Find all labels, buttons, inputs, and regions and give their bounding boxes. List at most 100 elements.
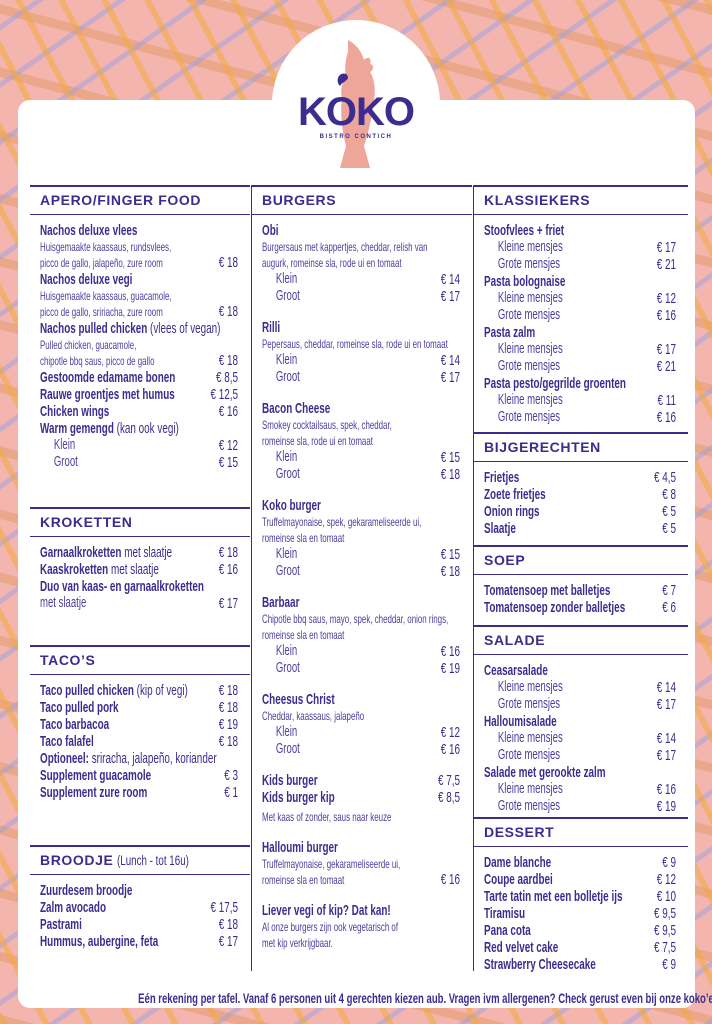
section-items: Ceasarsalade Kleine mensjes € 14 Grote mens… xyxy=(474,655,688,815)
size-label: Groot xyxy=(275,741,300,757)
item-note: met slaatje xyxy=(110,561,159,578)
item-name-group: Garnaalkroketten met slaatje xyxy=(40,544,172,561)
section-title: SALADE xyxy=(474,627,688,654)
item-size-option: Kleine mensjes € 17 xyxy=(484,341,676,358)
item-description-text: Cheddar, kaassaus, jalapeño xyxy=(262,709,365,723)
item-description: met kip verkrijgbaar. xyxy=(262,935,460,951)
size-price: € 14 xyxy=(440,352,460,369)
item-name: Liever vegi of kip? Dat kan! xyxy=(262,902,391,919)
menu-item: Taco pulled chicken (kip of vegi) € 18 xyxy=(40,682,238,699)
item-description-text: Al onze burgers zijn ook vegetarisch of xyxy=(262,920,399,934)
section-title-text: KLASSIEKERS xyxy=(484,191,591,208)
section-title-note: (Lunch - tot 16u) xyxy=(117,851,190,868)
item-price: € 18 xyxy=(218,254,239,271)
item-price: € 6 xyxy=(662,599,676,616)
menu-item: Pastrami € 18 xyxy=(40,916,238,933)
item-name: Hummus, aubergine, feta xyxy=(40,933,159,950)
size-label: Kleine mensjes xyxy=(497,679,563,695)
item-name: Chicken wings xyxy=(40,403,110,420)
item-price: € 18 xyxy=(218,682,239,699)
item-name-group: Dame blanche xyxy=(484,854,551,871)
item-price: € 17 xyxy=(218,595,239,612)
menu-item: Taco pulled pork € 18 xyxy=(40,699,238,716)
size-label: Grote mensjes xyxy=(497,256,561,272)
size-price: € 16 xyxy=(440,741,460,758)
item-name: Taco barbacoa xyxy=(40,716,110,733)
koko-logo: KOKO BISTRO CONTICH xyxy=(290,38,422,168)
item-name-group: Liever vegi of kip? Dat kan! xyxy=(262,902,391,919)
item-price: € 9,5 xyxy=(653,905,676,922)
item-size-option: Grote mensjes € 16 xyxy=(484,307,676,324)
menu-item: Bacon Cheese Smokey cocktailsaus, spek, c… xyxy=(262,400,460,483)
item-name-line: Zuurdesem broodje xyxy=(40,882,238,899)
item-size-option: Klein € 16 xyxy=(262,643,460,660)
column-divider xyxy=(473,185,474,971)
item-note: sriracha, jalapeño, koriander xyxy=(91,750,217,767)
section-items: Taco pulled chicken (kip of vegi) € 18 Tac… xyxy=(30,675,250,801)
item-name-group: Chicken wings xyxy=(40,403,109,420)
item-name-line: Pastrami € 18 xyxy=(40,916,238,933)
menu-item: Supplement guacamole € 3 xyxy=(40,767,238,784)
size-price: € 17 xyxy=(656,239,676,256)
menu-item: Pasta bolognaise Kleine mensjes € 12 Grote … xyxy=(484,273,676,324)
item-size-option: Klein € 15 xyxy=(262,449,460,466)
item-name: Garnaalkroketten xyxy=(40,544,122,561)
item-description: romeinse sla en tomaat xyxy=(262,627,460,643)
item-description: Pulled chicken, guacamole, xyxy=(40,337,238,353)
size-label: Klein xyxy=(275,449,298,465)
section-items: Tomatensoep met balletjes € 7 Tomatensoep … xyxy=(474,575,688,616)
item-description-text: Huisgemaakte kaassaus, guacamole, xyxy=(40,289,172,303)
item-size-option: Groot € 15 xyxy=(40,454,238,471)
item-name-line: Dame blanche € 9 xyxy=(484,854,676,871)
section-title: BURGERS xyxy=(252,187,472,214)
item-description-text: picco de gallo, jalapeño, zure room xyxy=(40,256,163,270)
section-rule xyxy=(252,185,472,187)
item-name-group: Tomatensoep zonder balletjes xyxy=(484,599,625,616)
menu-item: Slaatje € 5 xyxy=(484,520,676,537)
size-label: Klein xyxy=(53,437,76,453)
item-name-group: Coupe aardbei xyxy=(484,871,553,888)
item-description: Al onze burgers zijn ook vegetarisch of xyxy=(262,919,460,935)
section-rule xyxy=(474,845,688,847)
item-name-group: Kids burger kip xyxy=(262,789,335,806)
item-name-line: Taco falafel € 18 xyxy=(40,733,238,750)
size-label: Grote mensjes xyxy=(497,358,561,374)
item-name-group: Bacon Cheese xyxy=(262,400,330,417)
item-price: € 7,5 xyxy=(437,772,460,789)
item-name: Pastrami xyxy=(40,916,82,933)
item-name-line: Kids burger kip € 8,5 xyxy=(262,789,460,806)
item-name-line: Bacon Cheese xyxy=(262,400,460,417)
size-price: € 18 xyxy=(440,563,460,580)
item-name-line: Tomatensoep met balletjes € 7 xyxy=(484,582,676,599)
menu-section: BIJGERECHTEN Frietjes € 4,5 Zoete frietjes €… xyxy=(474,432,688,537)
footer-note: Eén rekening per tafel. Vanaf 6 personen… xyxy=(138,990,712,1006)
item-name-group: Frietjes xyxy=(484,469,519,486)
item-name: Kaaskroketten xyxy=(40,561,109,578)
size-price: € 12 xyxy=(440,724,460,741)
item-name-line: Liever vegi of kip? Dat kan! xyxy=(262,902,460,919)
item-description: picco de gallo, jalapeño, zure room € 18 xyxy=(40,255,238,271)
item-name-group: Zuurdesem broodje xyxy=(40,882,132,899)
size-label: Kleine mensjes xyxy=(497,392,563,408)
menu-item: Cheesus Christ Cheddar, kaassaus, jalapeñ… xyxy=(262,691,460,758)
item-description: Met kaas of zonder, saus naar keuze xyxy=(262,809,460,825)
section-title: TACO’S xyxy=(30,647,250,674)
size-price: € 19 xyxy=(656,798,676,815)
item-size-option: Groot € 16 xyxy=(262,741,460,758)
item-name: Gestoomde edamame bonen xyxy=(40,369,176,386)
item-name-line: Nachos deluxe vlees xyxy=(40,222,238,239)
item-name: Supplement guacamole xyxy=(40,767,152,784)
section-rule xyxy=(474,573,688,575)
item-name-group: Koko burger xyxy=(262,497,321,514)
item-size-option: Groot € 18 xyxy=(262,466,460,483)
item-size-option: Groot € 17 xyxy=(262,369,460,386)
menu-item: Obi Burgersaus met kappertjes, cheddar, r… xyxy=(262,222,460,305)
item-description-text: Smokey cocktailsaus, spek, cheddar, xyxy=(262,418,392,432)
item-name-line: Halloumi burger xyxy=(262,839,460,856)
item-name: Rilli xyxy=(262,319,281,336)
item-description-text: Pepersaus, cheddar, romeinse sla, rode u… xyxy=(262,337,448,351)
item-price: € 5 xyxy=(662,520,676,537)
menu-item: Frietjes € 4,5 xyxy=(484,469,676,486)
item-name: Strawberry Cheesecake xyxy=(484,956,596,973)
size-price: € 16 xyxy=(440,643,460,660)
